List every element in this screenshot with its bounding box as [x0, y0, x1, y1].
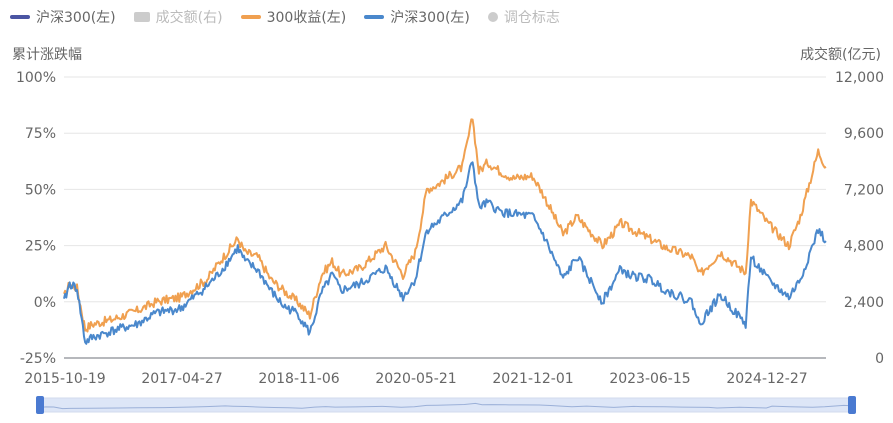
x-tick-label: 2024-12-27 — [726, 371, 807, 387]
x-tick-label: 2020-05-21 — [375, 371, 456, 387]
legend-item-1[interactable]: 成交额(右) — [133, 7, 223, 27]
x-tick-label: 2017-04-27 — [141, 371, 222, 387]
x-tick-label: 2015-10-19 — [24, 371, 105, 387]
right-tick-label: 7,200 — [844, 182, 884, 198]
series-line-300-return — [63, 118, 827, 333]
right-tick-label: 12,000 — [835, 70, 884, 86]
legend-dot-icon — [487, 12, 498, 22]
x-tick-label: 2018-11-06 — [258, 371, 339, 387]
legend-item-0[interactable]: 沪深300(左) — [10, 7, 116, 27]
legend-item-3[interactable]: 沪深300(左) — [364, 7, 470, 27]
x-tick-label: 2023-06-15 — [609, 371, 690, 387]
legend-swatch-icon — [10, 15, 30, 19]
series-line-csi300 — [63, 161, 827, 345]
right-tick-label: 2,400 — [844, 295, 884, 311]
left-tick-label: 100% — [16, 70, 56, 86]
left-tick-label: 75% — [25, 126, 56, 142]
legend-label: 调仓标志 — [503, 10, 560, 26]
legend-label: 沪深300(左) — [36, 10, 116, 26]
legend-label: 300收益(左) — [266, 10, 347, 26]
right-axis-title: 成交额(亿元) — [800, 47, 881, 63]
right-tick-label: 9,600 — [844, 126, 884, 142]
legend-label: 沪深300(左) — [390, 10, 470, 26]
left-tick-label: -25% — [20, 351, 56, 367]
left-axis-title: 累计涨跌幅 — [12, 47, 82, 63]
legend-swatch-icon — [133, 12, 150, 22]
right-tick-label: 0 — [875, 351, 884, 367]
right-tick-label: 4,800 — [844, 239, 884, 255]
zoom-handle-left[interactable] — [36, 396, 44, 414]
legend-swatch-icon — [240, 15, 261, 19]
left-tick-label: 25% — [25, 239, 56, 255]
legend-item-4[interactable]: 调仓标志 — [487, 7, 560, 27]
zoom-handle-right[interactable] — [848, 396, 856, 414]
left-tick-label: 0% — [34, 295, 56, 311]
x-tick-label: 2021-12-01 — [492, 371, 573, 387]
zoom-slider-preview — [39, 402, 853, 410]
legend-item-2[interactable]: 300收益(左) — [240, 7, 347, 27]
left-tick-label: 50% — [25, 182, 56, 198]
legend-label: 成交额(右) — [155, 10, 223, 26]
legend: 沪深300(左) 成交额(右) 300收益(左) 沪深300(左) 调仓标志 — [10, 5, 578, 29]
legend-swatch-icon — [364, 15, 385, 19]
